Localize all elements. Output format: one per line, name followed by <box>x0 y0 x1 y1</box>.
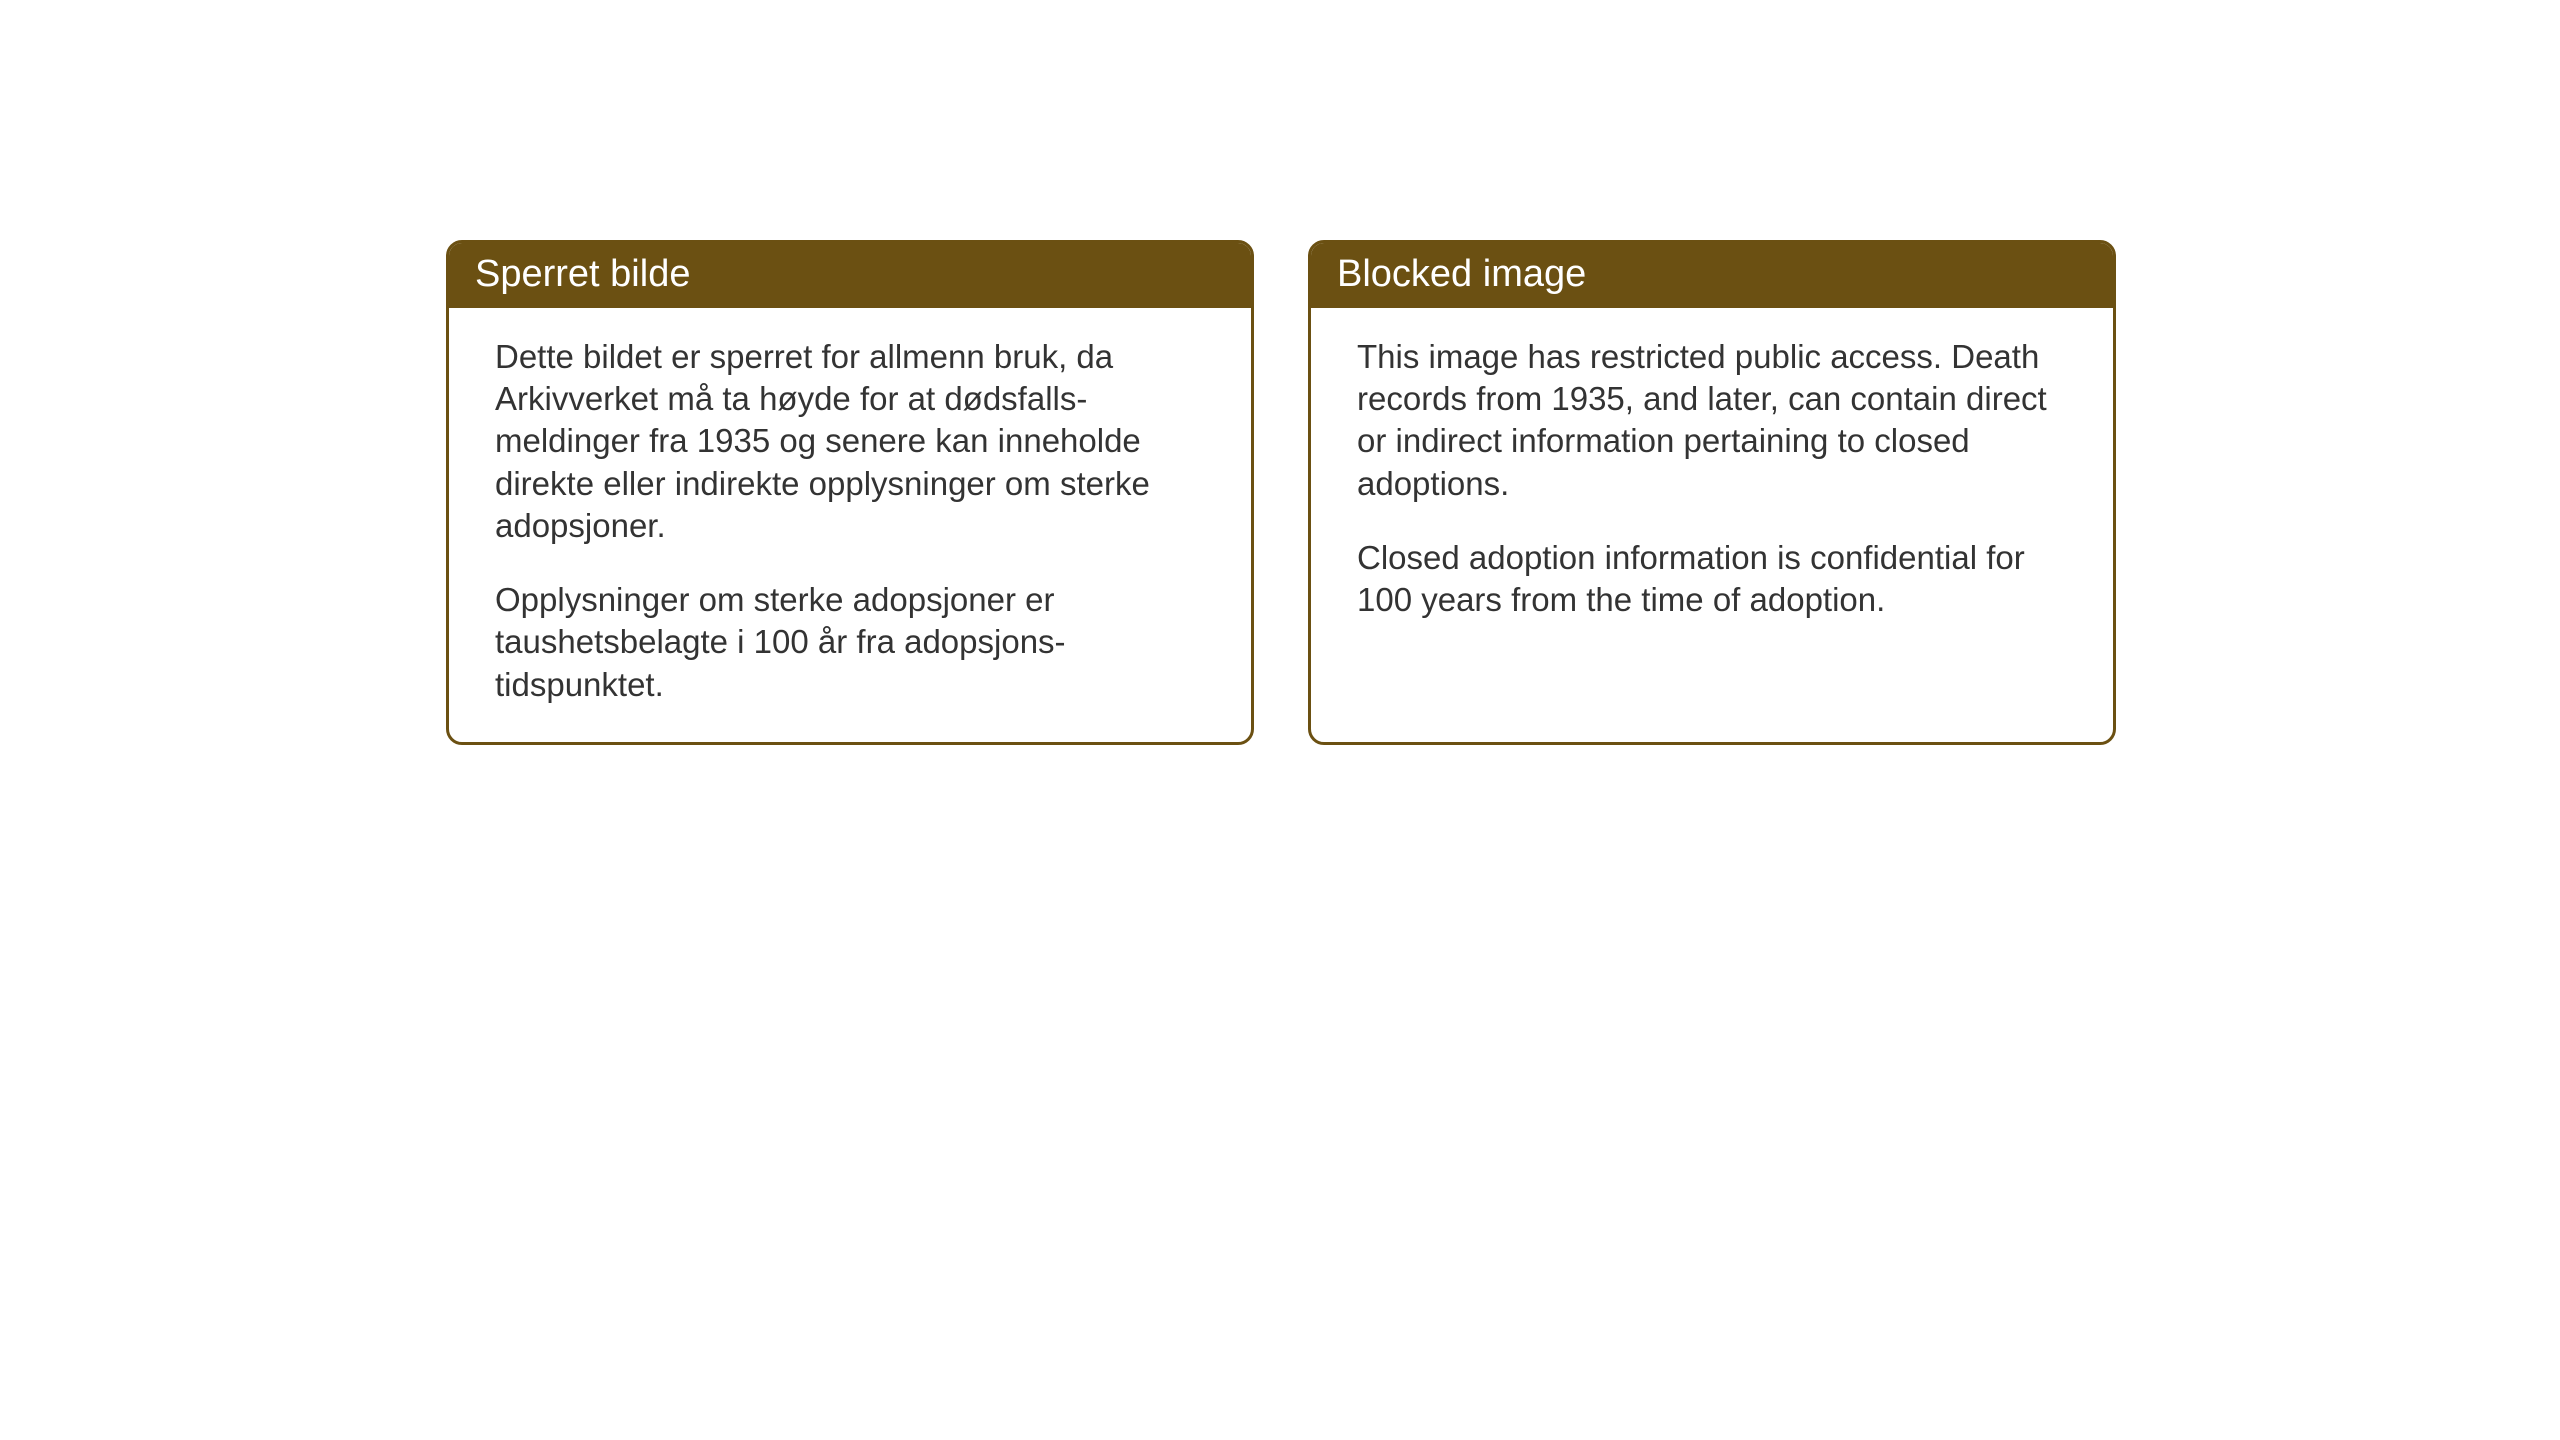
notice-container: Sperret bilde Dette bildet er sperret fo… <box>446 240 2116 745</box>
english-paragraph-1: This image has restricted public access.… <box>1357 336 2073 505</box>
english-card-body: This image has restricted public access.… <box>1311 308 2113 657</box>
norwegian-notice-card: Sperret bilde Dette bildet er sperret fo… <box>446 240 1254 745</box>
norwegian-card-body: Dette bildet er sperret for allmenn bruk… <box>449 308 1251 742</box>
norwegian-paragraph-1: Dette bildet er sperret for allmenn bruk… <box>495 336 1211 547</box>
norwegian-paragraph-2: Opplysninger om sterke adopsjoner er tau… <box>495 579 1211 706</box>
english-card-title: Blocked image <box>1311 243 2113 308</box>
english-paragraph-2: Closed adoption information is confident… <box>1357 537 2073 621</box>
norwegian-card-title: Sperret bilde <box>449 243 1251 308</box>
english-notice-card: Blocked image This image has restricted … <box>1308 240 2116 745</box>
